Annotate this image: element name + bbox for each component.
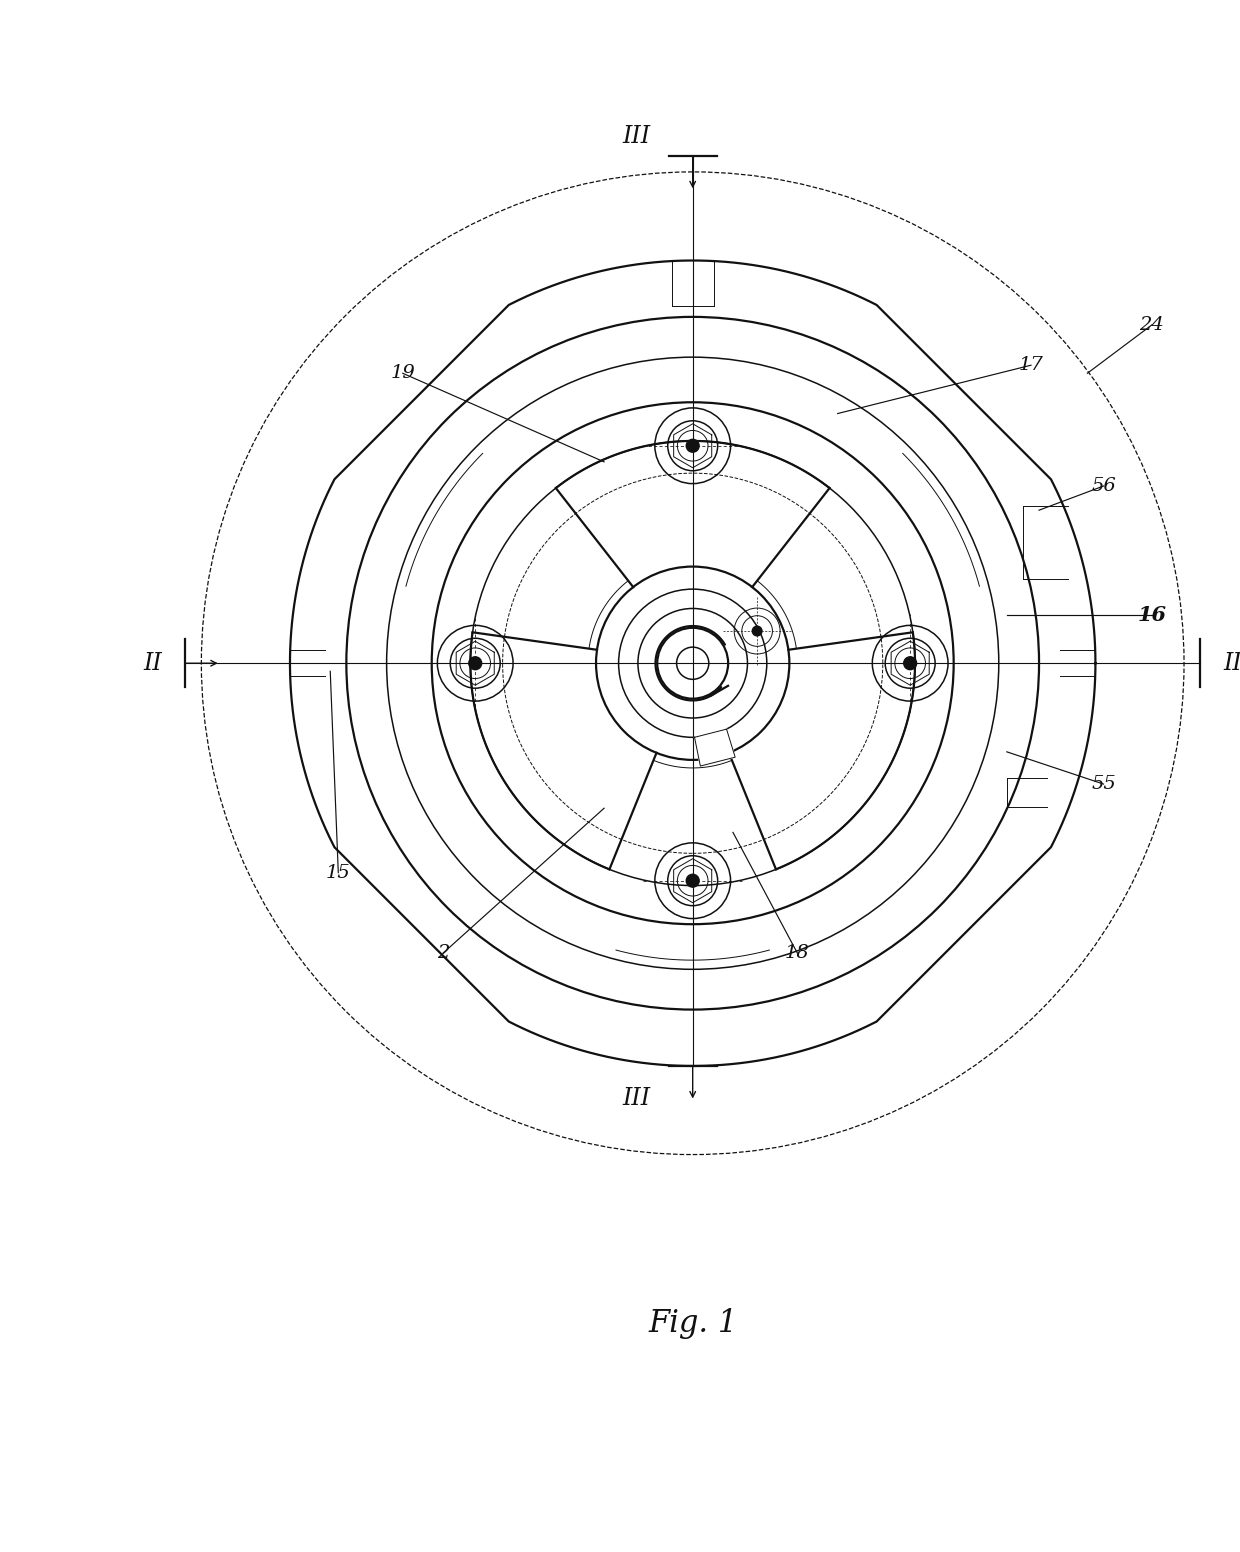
Text: 55: 55 xyxy=(1091,774,1116,793)
Circle shape xyxy=(686,439,699,452)
Text: 19: 19 xyxy=(391,365,415,382)
Text: 16: 16 xyxy=(1137,605,1167,625)
Polygon shape xyxy=(290,261,1095,1066)
Text: 2: 2 xyxy=(436,944,449,962)
Polygon shape xyxy=(694,729,735,767)
Text: 24: 24 xyxy=(1140,317,1164,334)
Circle shape xyxy=(904,656,916,669)
Circle shape xyxy=(686,874,699,888)
Text: 56: 56 xyxy=(1091,476,1116,495)
Text: 17: 17 xyxy=(1018,357,1043,374)
Text: II: II xyxy=(144,652,162,675)
Text: II: II xyxy=(1223,652,1240,675)
Text: III: III xyxy=(622,1086,650,1110)
Text: III: III xyxy=(622,126,650,147)
Circle shape xyxy=(753,625,761,636)
Text: 15: 15 xyxy=(326,863,351,882)
Circle shape xyxy=(469,656,481,669)
Text: 18: 18 xyxy=(785,944,810,962)
Text: Fig. 1: Fig. 1 xyxy=(649,1308,738,1339)
